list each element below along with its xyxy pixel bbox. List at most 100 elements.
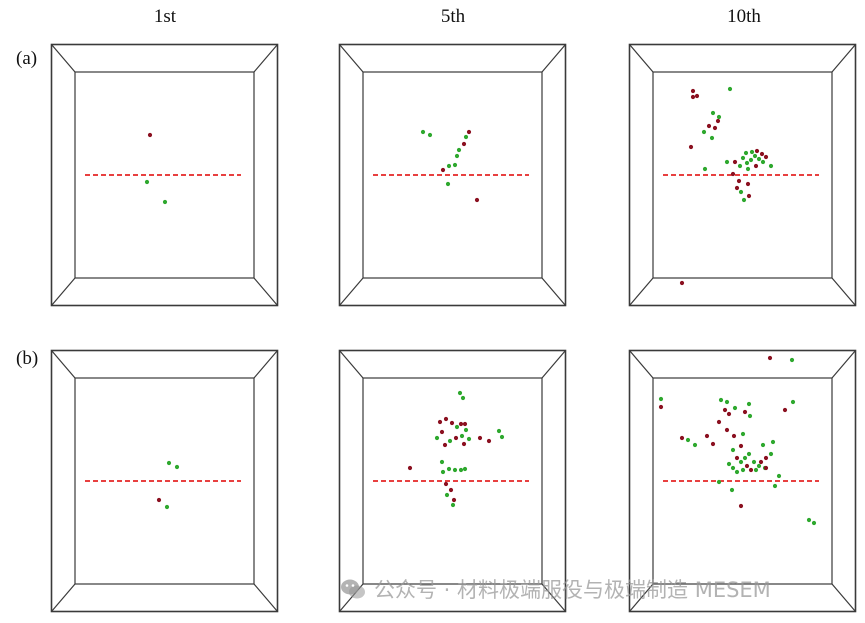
green-particle: [742, 455, 748, 461]
red-particle: [763, 455, 769, 461]
green-particle: [454, 153, 460, 159]
box-corner-edge: [629, 583, 654, 612]
box-corner-edge: [831, 44, 856, 73]
red-particle: [734, 455, 740, 461]
green-particle: [741, 197, 747, 203]
green-particle: [709, 135, 715, 141]
green-particle: [790, 399, 796, 405]
green-particle: [446, 466, 452, 472]
red-particle: [462, 421, 468, 427]
box-corner-edge: [541, 583, 566, 612]
green-particle: [456, 147, 462, 153]
box-corner-edge: [253, 44, 278, 73]
red-particle: [706, 123, 712, 129]
red-particle: [690, 94, 696, 100]
red-particle: [754, 148, 760, 154]
red-particle: [704, 433, 710, 439]
red-particle: [734, 185, 740, 191]
box-corner-edge: [51, 350, 76, 379]
red-particle: [732, 159, 738, 165]
green-particle: [730, 447, 736, 453]
red-particle: [694, 93, 700, 99]
red-particle: [753, 163, 759, 169]
box-inner-edge: [362, 377, 543, 585]
green-particle: [751, 459, 757, 465]
box-corner-edge: [541, 350, 566, 379]
box-corner-edge: [831, 350, 856, 379]
green-particle: [445, 181, 451, 187]
green-particle: [446, 163, 452, 169]
green-particle: [737, 163, 743, 169]
red-particle: [437, 419, 443, 425]
box-corner-edge: [831, 583, 856, 612]
box-outer-edge: [628, 349, 857, 613]
red-particle: [730, 171, 736, 177]
green-particle: [458, 467, 464, 473]
green-particle: [718, 397, 724, 403]
green-particle: [685, 437, 691, 443]
box-corner-edge: [253, 350, 278, 379]
panel-b-10th: [628, 349, 857, 613]
red-particle: [658, 404, 664, 410]
green-particle: [658, 396, 664, 402]
frame-group: [338, 43, 567, 307]
box-corner-edge: [541, 277, 566, 306]
green-particle: [440, 469, 446, 475]
red-particle: [731, 433, 737, 439]
red-particle: [763, 465, 769, 471]
red-particle: [744, 463, 750, 469]
wechat-icon: [340, 578, 366, 605]
box-inner-edge: [362, 71, 543, 279]
red-particle: [767, 355, 773, 361]
red-particle: [716, 419, 722, 425]
red-particle: [458, 421, 464, 427]
green-particle: [743, 150, 749, 156]
red-particle: [679, 435, 685, 441]
green-particle: [166, 460, 172, 466]
frame-group: [50, 349, 279, 613]
watermark-text: 公众号 · 材料极端服役与极端制造 MESEM: [374, 578, 771, 602]
green-particle: [744, 160, 750, 166]
green-particle: [768, 163, 774, 169]
green-particle: [734, 469, 740, 475]
red-particle: [453, 435, 459, 441]
green-particle: [420, 129, 426, 135]
red-particle: [745, 181, 751, 187]
red-particle: [461, 141, 467, 147]
green-particle: [434, 435, 440, 441]
panel-a-5th: [338, 43, 567, 307]
green-particle: [746, 451, 752, 457]
red-particle: [722, 407, 728, 413]
box-outer-edge: [338, 349, 567, 613]
panel-a-10th: [628, 43, 857, 307]
green-particle: [447, 438, 453, 444]
box-corner-edge: [541, 44, 566, 73]
green-particle: [746, 401, 752, 407]
box-corner-edge: [339, 277, 364, 306]
red-particle: [407, 465, 413, 471]
red-particle: [736, 178, 742, 184]
green-particle: [772, 483, 778, 489]
red-particle: [439, 429, 445, 435]
red-particle: [442, 442, 448, 448]
green-particle: [452, 162, 458, 168]
green-particle: [760, 442, 766, 448]
green-particle: [760, 159, 766, 165]
red-particle: [448, 487, 454, 493]
green-particle: [724, 399, 730, 405]
frame-group: [50, 43, 279, 307]
red-particle: [782, 407, 788, 413]
green-particle: [770, 439, 776, 445]
panel-b-5th: [338, 349, 567, 613]
green-particle: [716, 114, 722, 120]
green-particle: [463, 134, 469, 140]
red-particle: [688, 144, 694, 150]
green-particle: [692, 442, 698, 448]
green-particle: [753, 467, 759, 473]
green-particle: [740, 467, 746, 473]
panel-a-1st: [50, 43, 279, 307]
green-particle: [460, 395, 466, 401]
green-particle: [444, 492, 450, 498]
column-title-10th: 10th: [727, 6, 761, 27]
frame-group: [338, 349, 567, 613]
